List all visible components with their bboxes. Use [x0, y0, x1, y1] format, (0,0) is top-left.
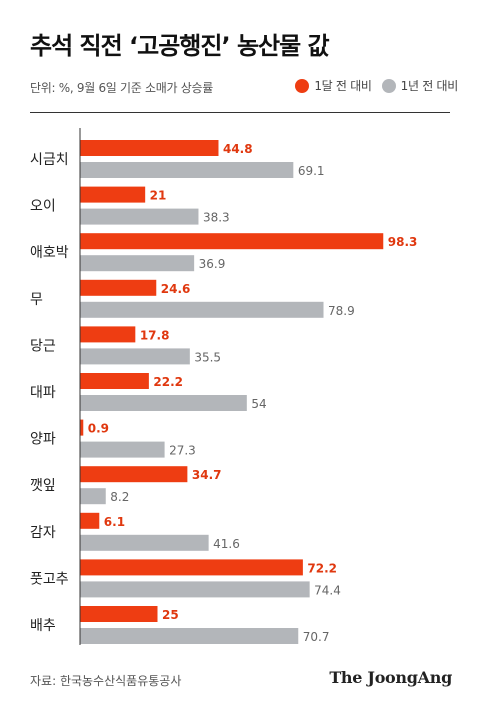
- category-label-6: 양파: [30, 432, 56, 448]
- category-label-9: 풋고추: [30, 571, 69, 587]
- bar-month-8: [80, 512, 100, 529]
- bar-year-4: [80, 348, 190, 365]
- category-label-4: 당근: [30, 338, 56, 354]
- bar-month-0: [80, 140, 219, 156]
- source-note: 자료: 한국농수산식품유통공사: [30, 674, 182, 688]
- chart-title: 추석 직전 ‘고공행진’ 농산물 값: [30, 32, 330, 60]
- value-label-year-1: 38.3: [203, 211, 230, 225]
- legend-label-month: 1달 전 대비: [314, 79, 372, 93]
- bar-year-5: [80, 395, 247, 411]
- value-label-year-2: 36.9: [199, 257, 226, 271]
- value-label-year-9: 74.4: [314, 583, 341, 597]
- value-label-month-0: 44.8: [223, 142, 253, 156]
- bar-year-6: [80, 441, 165, 458]
- bar-year-2: [80, 255, 195, 272]
- value-label-year-0: 69.1: [298, 164, 325, 178]
- value-label-year-8: 41.6: [213, 537, 240, 551]
- value-label-month-7: 34.7: [192, 468, 222, 482]
- legend-item-year: 1년 전 대비: [381, 77, 459, 94]
- bar-year-7: [80, 488, 106, 505]
- value-label-month-2: 98.3: [388, 235, 418, 249]
- value-label-month-6: 0.9: [88, 422, 109, 436]
- bar-year-3: [80, 301, 324, 318]
- bar-chart: 시금치 44.8 69.1 오이 21 38.3 애호박 98.3 36.9 무 24.6 78.9 당…: [30, 128, 418, 645]
- publisher-logo: The JoongAng: [329, 668, 452, 687]
- value-label-year-4: 35.5: [194, 350, 221, 364]
- category-label-1: 오이: [30, 199, 56, 215]
- bar-month-4: [80, 326, 136, 343]
- legend-swatch-year: [381, 78, 396, 93]
- bar-year-1: [80, 208, 199, 225]
- bar-month-1: [80, 186, 146, 203]
- bar-month-5: [80, 373, 149, 389]
- value-label-month-8: 6.1: [104, 515, 125, 529]
- value-label-year-7: 8.2: [110, 490, 129, 504]
- value-label-year-10: 70.7: [303, 630, 330, 644]
- bar-month-2: [80, 233, 384, 250]
- chart-subtitle: 단위: %, 9월 6일 기준 소매가 상승률: [30, 81, 213, 95]
- bar-year-10: [80, 628, 299, 644]
- value-label-month-1: 21: [150, 189, 167, 203]
- category-label-0: 시금치: [30, 152, 69, 168]
- bar-month-7: [80, 466, 188, 483]
- category-label-10: 배추: [30, 618, 56, 634]
- category-label-2: 애호박: [30, 245, 69, 261]
- value-label-month-9: 72.2: [307, 561, 337, 575]
- bar-year-9: [80, 581, 310, 598]
- bar-year-0: [80, 162, 294, 178]
- legend-label-year: 1년 전 대비: [400, 79, 459, 93]
- legend-item-month: 1달 전 대비: [295, 77, 372, 94]
- value-label-year-3: 78.9: [328, 304, 355, 318]
- category-label-3: 무: [30, 292, 43, 308]
- bar-month-3: [80, 279, 157, 296]
- bar-month-9: [80, 559, 303, 576]
- bar-month-10: [80, 606, 158, 622]
- value-label-month-10: 25: [162, 608, 179, 622]
- header-rule: [30, 112, 450, 113]
- value-label-year-5: 54: [251, 397, 266, 411]
- bar-year-8: [80, 534, 209, 551]
- category-label-5: 대파: [30, 385, 56, 401]
- value-label-month-3: 24.6: [161, 282, 191, 296]
- legend-swatch-month: [295, 78, 310, 93]
- value-label-month-4: 17.8: [140, 328, 170, 342]
- category-label-7: 깻잎: [30, 478, 56, 494]
- bar-month-6: [80, 419, 84, 436]
- value-label-year-6: 27.3: [169, 444, 196, 458]
- legend: 1달 전 대비 1년 전 대비: [285, 77, 458, 94]
- category-label-8: 감자: [30, 525, 56, 541]
- value-label-month-5: 22.2: [153, 375, 183, 389]
